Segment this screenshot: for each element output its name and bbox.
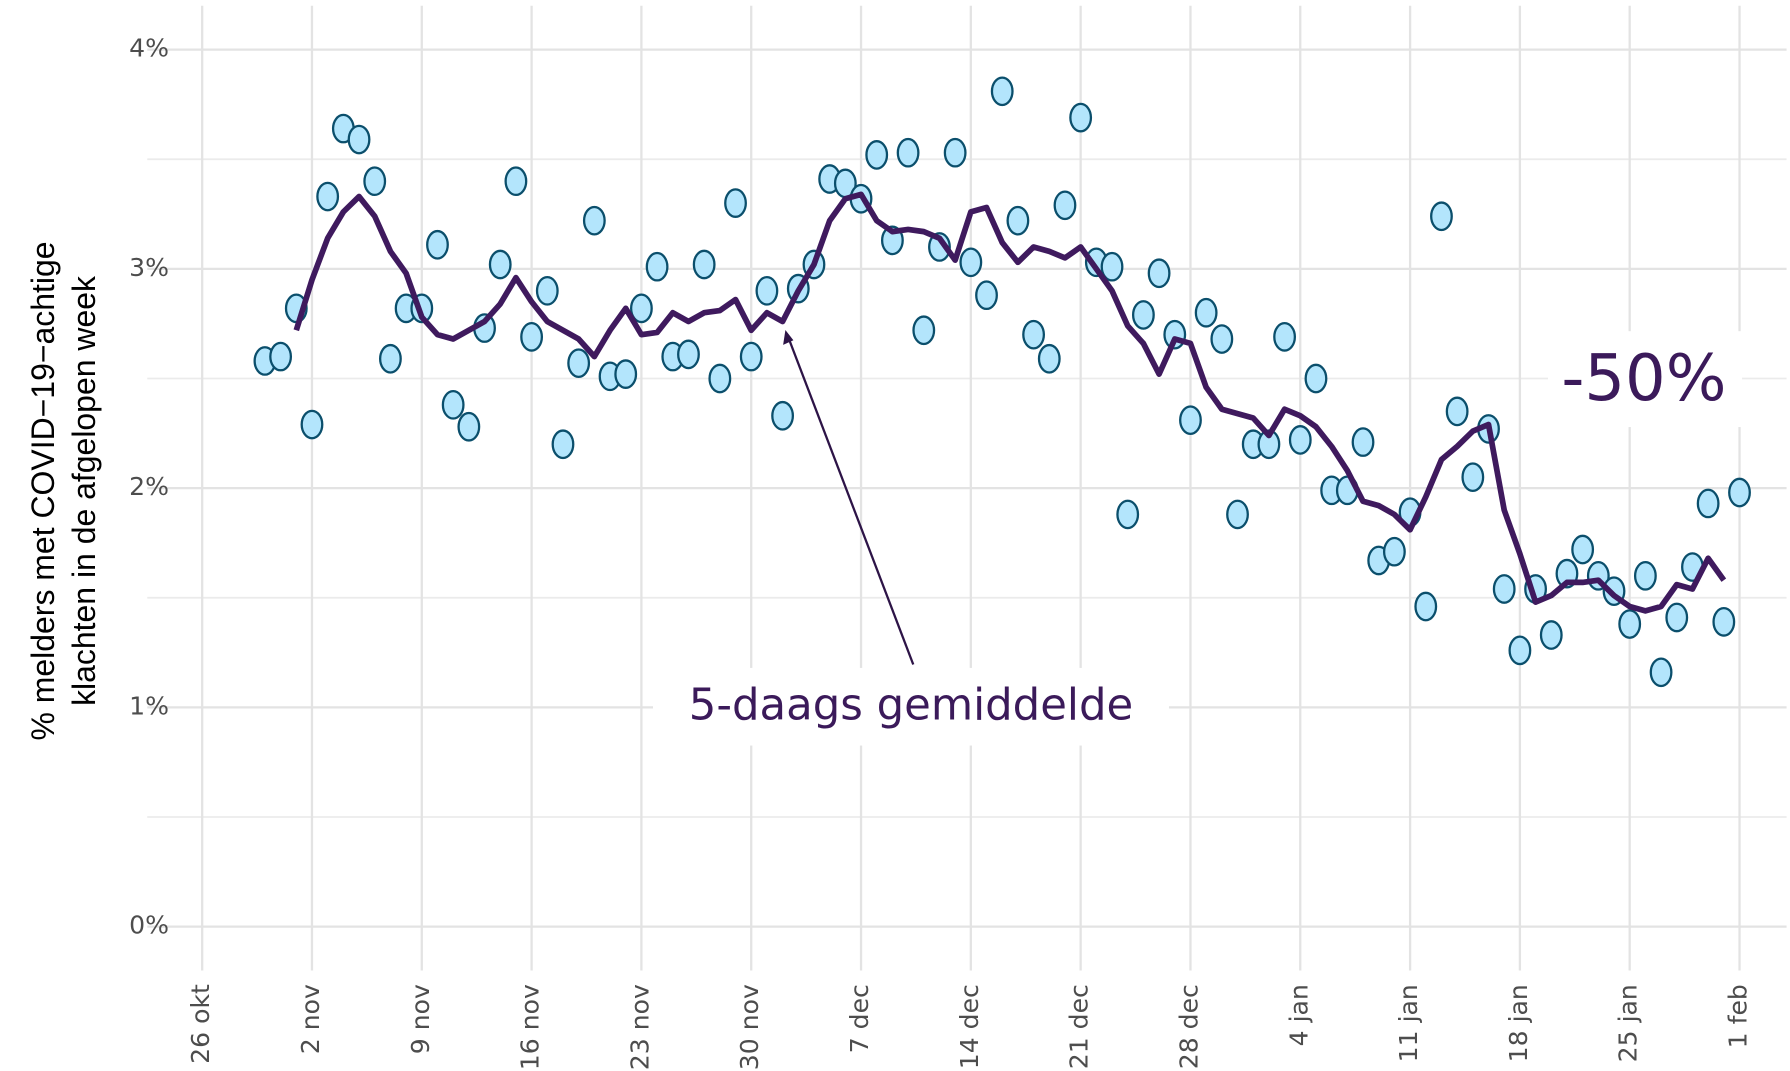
data-point (771, 400, 795, 431)
data-point (708, 363, 732, 394)
data-point (1288, 425, 1312, 455)
data-point (1430, 201, 1453, 232)
data-point (645, 251, 669, 282)
data-point (426, 229, 449, 260)
data-point (363, 166, 387, 197)
data-point (755, 275, 779, 306)
data-point (1179, 405, 1202, 436)
data-point (912, 315, 936, 346)
y-tick-label: 4% (129, 34, 169, 63)
moving-average-line (293, 191, 1727, 614)
data-point (316, 181, 340, 212)
data-point (614, 359, 638, 389)
data-point (692, 249, 716, 280)
data-point (1728, 477, 1751, 508)
data-point (1304, 363, 1328, 394)
annotation-bg (652, 667, 1169, 746)
data-point (975, 280, 998, 311)
data-point (1116, 499, 1140, 530)
data-point (1445, 396, 1469, 427)
data-point (300, 409, 324, 440)
data-point (567, 348, 591, 379)
data-point (1382, 536, 1406, 567)
data-point (1053, 190, 1077, 221)
x-tick-label: 16 nov (516, 984, 545, 1070)
data-point (1571, 534, 1595, 565)
x-tick-label: 23 nov (625, 984, 654, 1070)
data-point (928, 232, 951, 262)
data-point (1147, 258, 1171, 289)
data-point (1226, 499, 1249, 530)
data-point (582, 205, 606, 236)
data-point (724, 188, 747, 218)
x-tick-label: 26 okt (186, 984, 215, 1064)
x-tick-label: 1 feb (1724, 984, 1753, 1048)
annotation: 5-daags gemiddelde (689, 680, 1133, 730)
y-tick-label: 2% (129, 472, 169, 501)
data-point (1414, 591, 1438, 622)
data-point (504, 166, 528, 197)
data-point (629, 293, 653, 324)
x-tick-label: 28 dec (1174, 984, 1203, 1069)
data-point (1100, 251, 1124, 282)
y-tick-label: 0% (129, 911, 169, 940)
data-point (1508, 635, 1532, 666)
grid: 0% 1% 2% 3% 4% 26 okt 2 nov 9 nov 16 nov 23 nov 30… (129, 5, 1787, 1070)
data-point (1665, 602, 1689, 633)
data-point (347, 124, 371, 155)
x-tick-label: 11 jan (1394, 984, 1423, 1062)
data-point (1649, 657, 1673, 688)
data-point (1712, 607, 1736, 637)
data-point (1539, 620, 1563, 650)
data-point (457, 411, 481, 442)
data-point (1022, 319, 1046, 350)
arrow (786, 335, 915, 665)
x-tick-label: 25 jan (1614, 984, 1643, 1062)
x-tick-label: 9 nov (406, 984, 435, 1054)
data-point (488, 249, 512, 280)
y-axis-title: % melders met COVID−19−achtige (25, 241, 61, 740)
data-point (1210, 324, 1234, 354)
x-tick-label: 21 dec (1065, 984, 1094, 1069)
data-point (1618, 609, 1642, 639)
data-point (1696, 488, 1720, 519)
data-point (520, 322, 544, 352)
data-point (1492, 574, 1516, 604)
x-tick-label: 4 jan (1284, 984, 1313, 1046)
data-point (990, 76, 1014, 107)
data-point (269, 341, 293, 372)
data-point (959, 247, 983, 278)
data-point (535, 275, 559, 306)
data-point (896, 137, 920, 168)
arrow-head (783, 330, 794, 345)
x-tick-label: 18 jan (1504, 984, 1533, 1062)
data-point (677, 339, 700, 370)
data-point (1037, 343, 1061, 374)
data-point (1273, 322, 1297, 352)
x-tick-label: 14 dec (955, 984, 984, 1069)
y-tick-label: 3% (129, 253, 169, 282)
data-point (1633, 560, 1657, 591)
y-axis-title: klachten in de afgelopen week (66, 275, 102, 706)
data-point (378, 343, 402, 374)
x-tick-label: 30 nov (735, 984, 764, 1070)
data-point (865, 140, 889, 170)
data-point (551, 429, 575, 460)
x-tick-label: 2 nov (296, 984, 325, 1054)
data-point (1069, 102, 1093, 133)
data-point (1351, 427, 1375, 457)
annotation-bg (1547, 331, 1743, 428)
data-point (1461, 462, 1485, 493)
marks (253, 76, 1751, 688)
data-point (943, 137, 967, 168)
y-tick-label: 1% (129, 691, 169, 720)
data-point (739, 341, 763, 372)
data-point (441, 389, 465, 420)
data-point (1194, 297, 1218, 328)
x-tick-label: 7 dec (845, 984, 874, 1053)
annotation: -50% (1561, 342, 1726, 416)
data-point (1006, 205, 1030, 236)
data-point (1131, 300, 1155, 330)
